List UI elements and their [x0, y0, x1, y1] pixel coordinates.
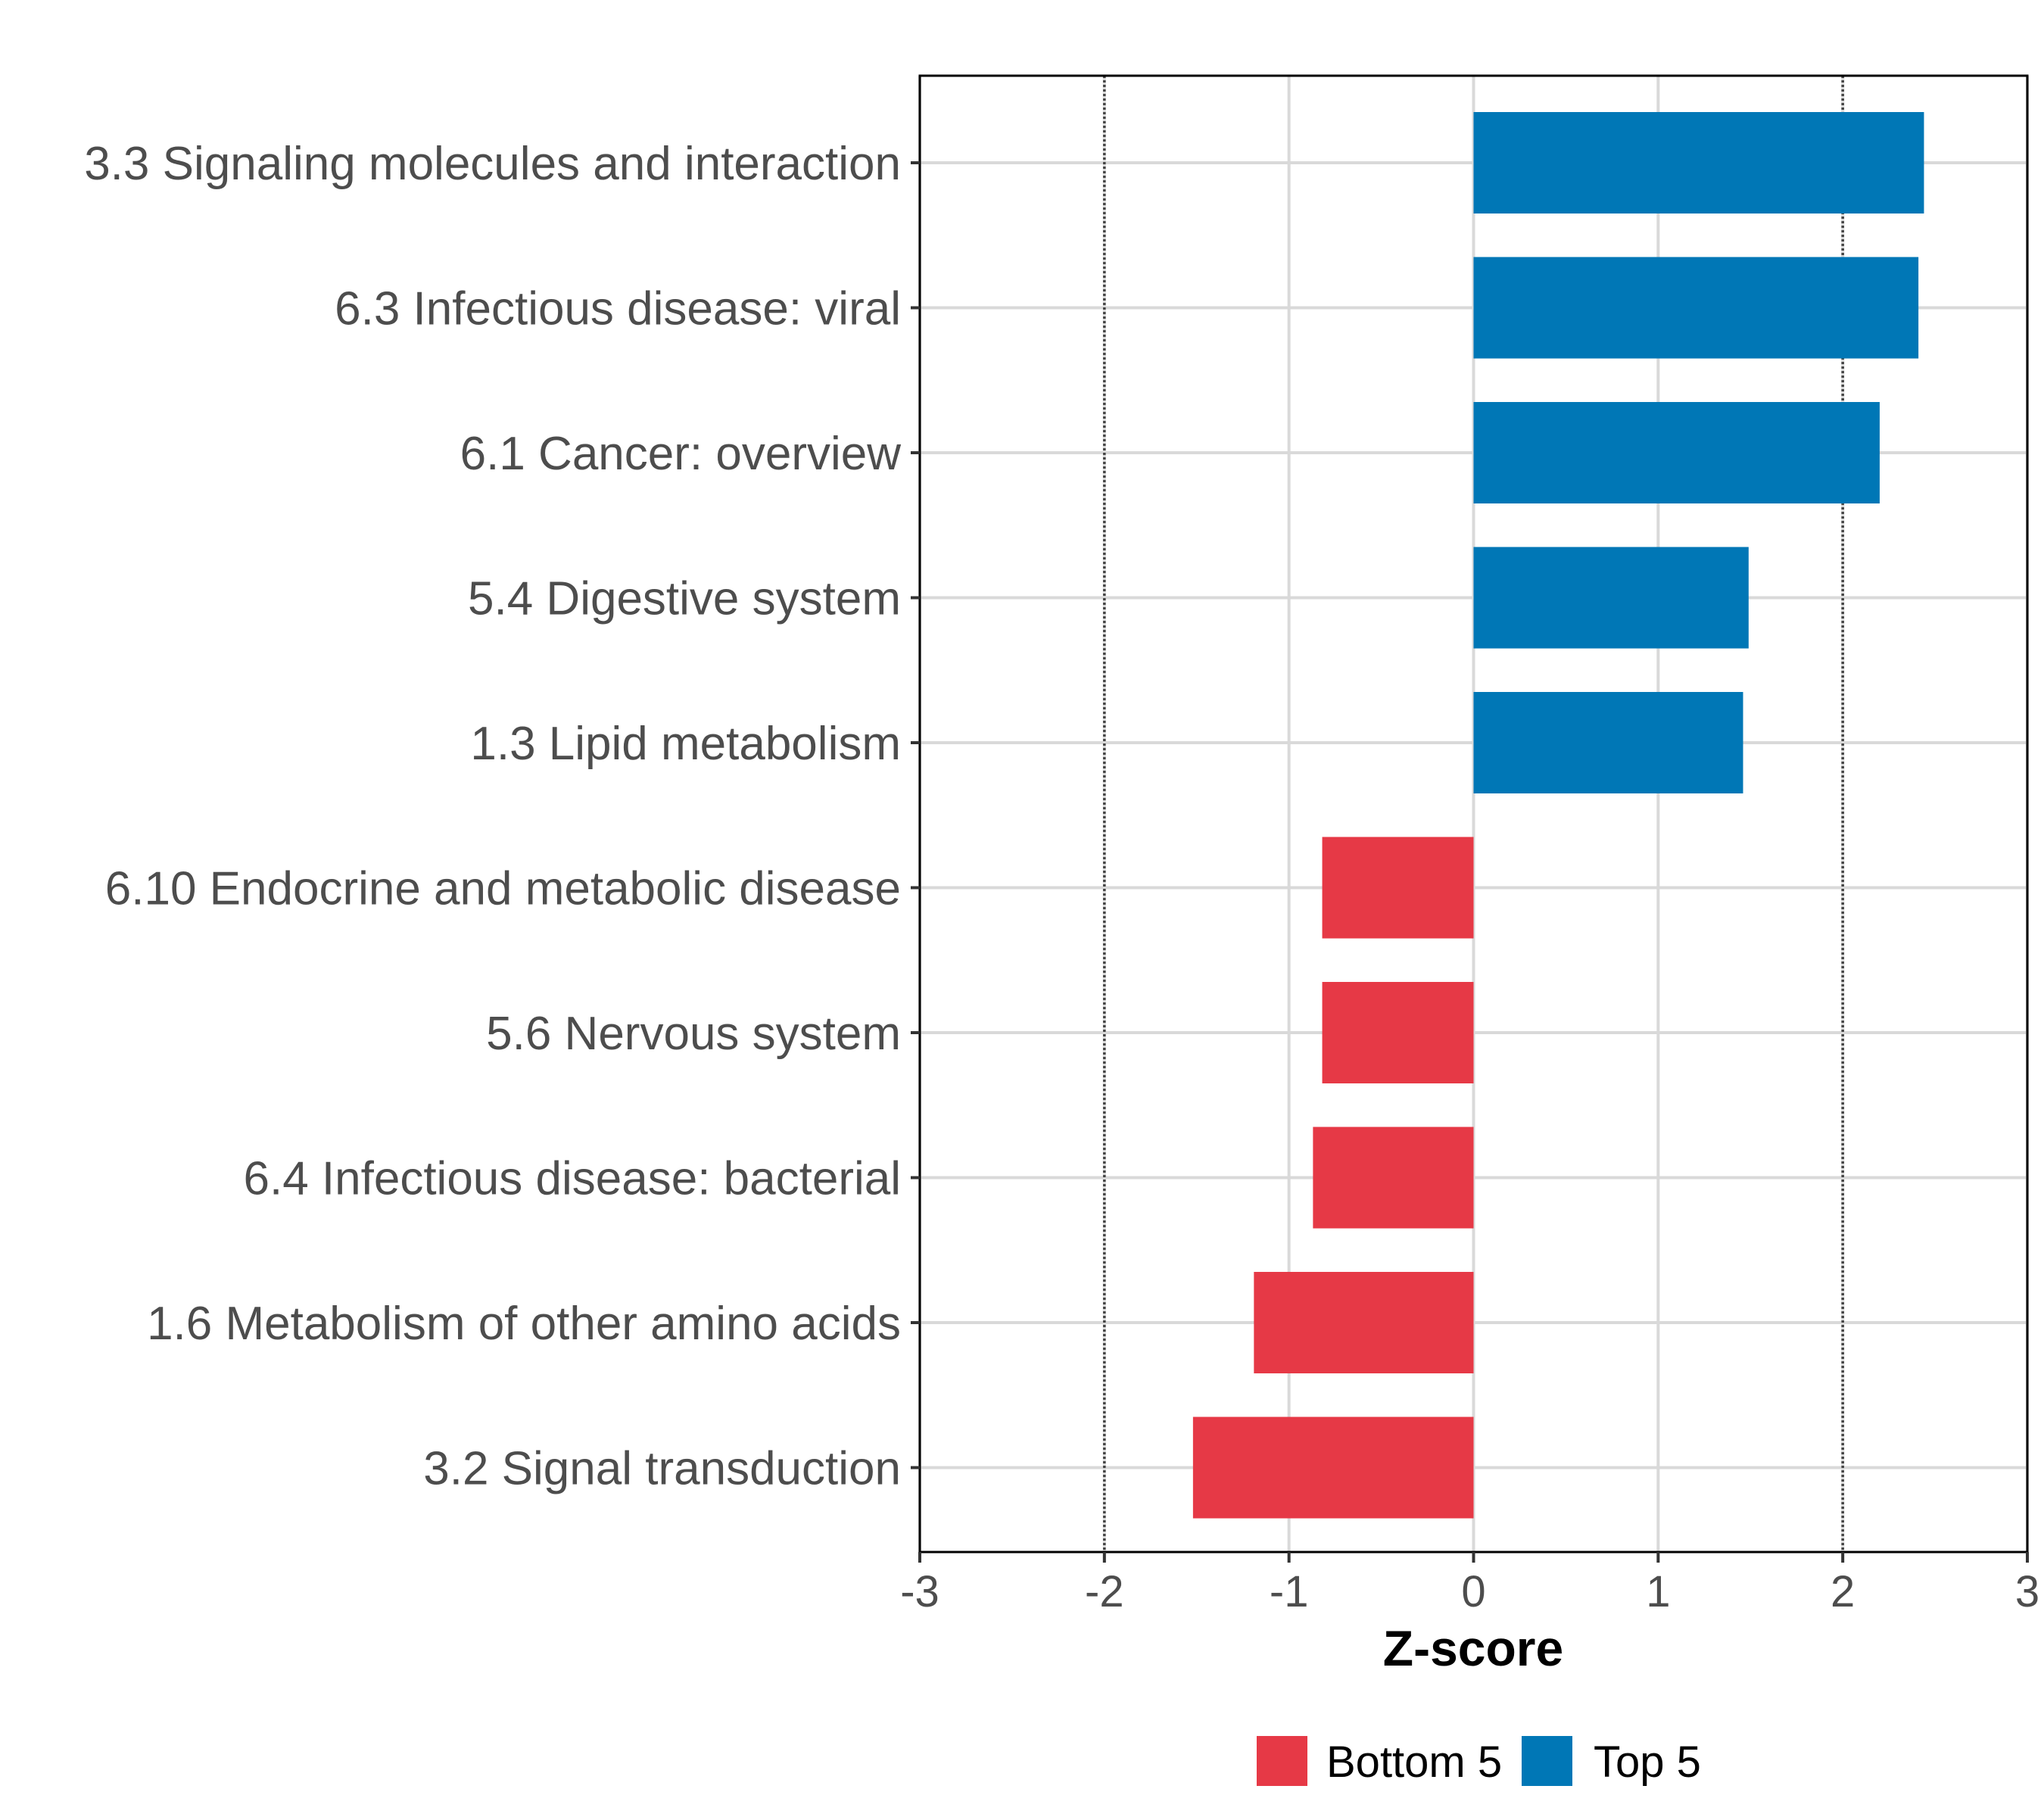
bar-top: [1473, 692, 1743, 793]
category-label: 6.1 Cancer: overview: [460, 428, 902, 480]
legend-swatch: [1522, 1736, 1572, 1786]
category-label: 1.6 Metabolism of other amino acids: [147, 1298, 901, 1350]
bar-top: [1473, 547, 1749, 649]
bar-bottom: [1322, 982, 1474, 1083]
y-axis: 3.3 Signaling molecules and interaction 6…: [84, 138, 920, 1495]
category-label: 6.4 Infectious disease: bacterial: [243, 1153, 901, 1205]
legend: Bottom 5 Top 5: [1257, 1736, 1701, 1787]
category-label: 1.3 Lipid metabolism: [470, 718, 901, 770]
category-label: 3.2 Signal transduction: [423, 1443, 901, 1495]
bar-bottom: [1254, 1272, 1474, 1373]
bar-bottom: [1322, 837, 1474, 939]
bar-top: [1473, 402, 1880, 503]
legend-swatch: [1257, 1736, 1307, 1786]
bar-bottom: [1192, 1417, 1474, 1519]
x-tick-label: -2: [1085, 1567, 1124, 1616]
legend-label: Bottom 5: [1326, 1738, 1502, 1787]
bar-top: [1473, 112, 1924, 213]
bars: [1192, 112, 1924, 1519]
legend-label: Top 5: [1594, 1738, 1701, 1787]
category-label: 6.3 Infectious disease: viral: [335, 283, 901, 335]
x-tick-label: 2: [1831, 1567, 1855, 1616]
x-tick-label: 1: [1646, 1567, 1670, 1616]
x-tick-label: -3: [900, 1567, 939, 1616]
x-tick-label: -1: [1270, 1567, 1309, 1616]
category-label: 5.6 Nervous system: [486, 1008, 901, 1060]
category-label: 5.4 Digestive system: [468, 573, 901, 625]
x-tick-label: 3: [2015, 1567, 2039, 1616]
x-axis-title: Z-score: [1383, 1620, 1563, 1676]
bar-top: [1473, 257, 1919, 359]
x-axis: -3 -2 -1 0 1 2 3: [900, 1552, 2039, 1616]
x-tick-label: 0: [1461, 1567, 1485, 1616]
category-label: 3.3 Signaling molecules and interaction: [84, 138, 901, 190]
bar-bottom: [1313, 1127, 1474, 1229]
category-label: 6.10 Endocrine and metabolic disease: [105, 863, 901, 915]
